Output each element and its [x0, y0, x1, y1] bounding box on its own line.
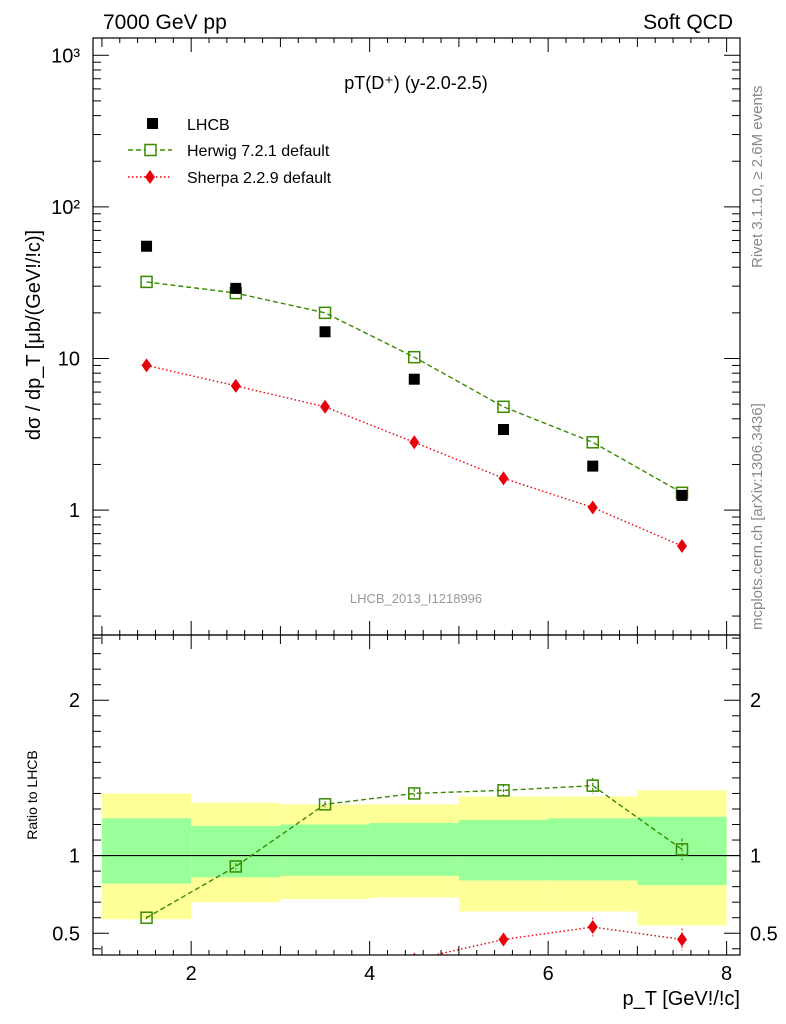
header-left: 7000 GeV pp — [103, 11, 227, 34]
x-tick-label: 8 — [721, 963, 732, 985]
ratio-y-tick-label-left: 1 — [69, 846, 80, 868]
main-y-tick-label: 10 — [58, 348, 80, 370]
ratio-y-axis-label: Ratio to LHCB — [24, 750, 40, 839]
main-point — [498, 471, 509, 486]
main-point — [320, 399, 331, 414]
ratio-point — [408, 787, 421, 800]
mcplots-label: mcplots.cern.ch [arXiv:1306.3436] — [749, 403, 766, 630]
legend-marker-herwig — [144, 143, 157, 157]
main-point — [141, 240, 153, 252]
main-y-axis-label: dσ / dp_T [μb/(GeV!/!c)] — [23, 230, 45, 440]
main-point — [409, 435, 420, 450]
analysis-watermark: LHCB_2013_I1218996 — [350, 591, 482, 606]
main-point — [140, 275, 153, 289]
ratio-y-tick-label-left: 2 — [69, 690, 80, 712]
main-point — [676, 489, 688, 501]
main-point — [319, 326, 331, 338]
ratio-y-tick-label-right: 2 — [750, 690, 761, 712]
main-series-line-1 — [146, 281, 683, 494]
main-series-1 — [140, 275, 689, 500]
ratio-inner-band-2 — [280, 824, 370, 876]
legend-label-lhcb: LHCB — [187, 117, 230, 134]
ratio-series-1 — [412, 917, 687, 955]
x-tick-label: 6 — [543, 963, 554, 985]
ratio-point — [318, 798, 332, 811]
main-point — [230, 282, 242, 294]
main-point — [497, 400, 510, 414]
ratio-point — [676, 932, 687, 947]
main-y-tick-label: 10³ — [51, 45, 80, 67]
main-y-tick-label: 10² — [51, 197, 80, 219]
main-point — [318, 306, 332, 320]
legend: LHCB Herwig 7.2.1 default Sherpa 2.2.9 d… — [128, 117, 332, 187]
ratio-point — [587, 920, 598, 935]
ratio-y-tick-label-right: 0.5 — [750, 923, 778, 945]
main-point — [141, 358, 152, 373]
axes: 2 4 6 8 1 10 10² 10³ 0.5 0.5 1 1 2 2 — [51, 37, 778, 985]
main-series-2 — [141, 358, 687, 554]
x-tick-label: 2 — [186, 963, 197, 985]
ratio-inner-band-4 — [458, 819, 549, 881]
legend-label-sherpa: Sherpa 2.2.9 default — [187, 170, 332, 187]
ratio-inner-band-3 — [369, 822, 459, 876]
legend-marker-lhcb — [147, 118, 158, 129]
ratio-panel-frame — [92, 634, 741, 956]
main-point — [498, 424, 510, 436]
legend-label-herwig: Herwig 7.2.1 default — [187, 143, 330, 160]
data-marks — [140, 240, 689, 955]
main-series-0 — [141, 240, 688, 501]
ratio-point — [675, 843, 689, 856]
rivet-label: Rivet 3.1.10, ≥ 2.6M events — [749, 86, 766, 269]
main-y-tick-label: 1 — [69, 500, 80, 522]
main-point — [230, 378, 241, 393]
legend-marker-sherpa — [145, 170, 155, 184]
x-tick-label: 4 — [364, 963, 375, 985]
ratio-inner-band-0 — [101, 818, 192, 884]
main-point — [676, 538, 687, 553]
x-axis-label: p_T [GeV!/!c] — [623, 988, 740, 1010]
ratio-point — [586, 779, 600, 792]
main-point — [408, 373, 420, 385]
ratio-point — [140, 911, 153, 924]
ratio-bands — [93, 790, 740, 926]
ratio-y-tick-label-left: 0.5 — [52, 923, 80, 945]
main-series-line-2 — [146, 364, 683, 547]
header-right: Soft QCD — [643, 11, 733, 34]
main-point — [587, 460, 599, 472]
ratio-inner-band-5 — [548, 818, 638, 881]
ratio-point — [497, 784, 510, 797]
main-plot-title: pT(D⁺) (y-2.0-2.5) — [344, 73, 488, 93]
ratio-point — [229, 860, 243, 873]
ratio-y-tick-label-right: 1 — [750, 846, 761, 868]
ratio-series-0 — [140, 777, 689, 924]
main-point — [587, 500, 598, 515]
ratio-point — [498, 932, 509, 947]
ratio-series-line-1 — [431, 926, 683, 955]
main-point — [408, 350, 421, 364]
main-point — [586, 436, 600, 449]
